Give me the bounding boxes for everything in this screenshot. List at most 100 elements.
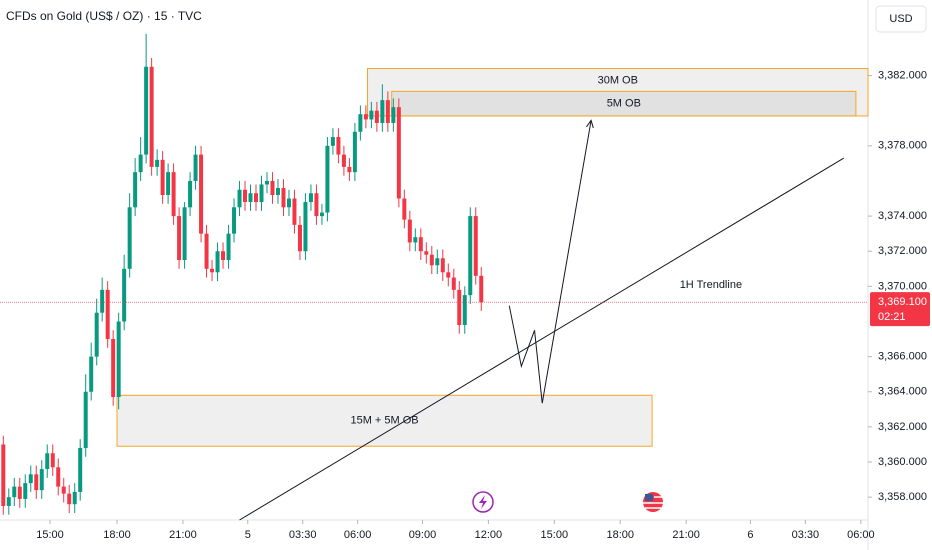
candle-body	[369, 110, 374, 120]
candle-body	[199, 154, 204, 234]
candle-body	[171, 172, 176, 217]
trendline	[239, 157, 845, 521]
candle-body	[6, 497, 11, 506]
currency-button[interactable]	[875, 5, 927, 33]
candle-body	[23, 483, 28, 499]
projection-path	[508, 120, 592, 404]
candle-body	[308, 193, 313, 203]
x-tick-label: 6	[747, 529, 753, 541]
title-backdrop	[0, 0, 280, 34]
event-icons	[472, 491, 663, 513]
candle-body	[468, 216, 473, 296]
candle-body	[270, 180, 275, 195]
x-tick-label: 18:00	[606, 529, 634, 541]
candle-body	[297, 224, 302, 252]
candle-body	[303, 202, 308, 252]
countdown-label: 02:21	[878, 311, 906, 323]
y-tick-label: 3,372.000	[878, 245, 927, 257]
x-tick-label: 21:00	[169, 529, 197, 541]
candle-body	[341, 154, 346, 167]
candle-body	[347, 166, 352, 173]
candle-body	[39, 469, 44, 491]
candle-body	[275, 187, 280, 195]
candle-body	[34, 474, 39, 491]
candle-body	[133, 172, 138, 208]
candle-body	[166, 172, 171, 195]
candle-body	[429, 254, 434, 266]
arrow-head	[586, 119, 594, 129]
zone-label: 15M + 5M OB	[350, 415, 418, 427]
x-tick-label: 03:30	[792, 529, 820, 541]
candle-body	[122, 268, 127, 322]
x-tick-label: 09:00	[409, 529, 437, 541]
candle-body	[336, 137, 341, 155]
candle-body	[67, 493, 72, 505]
candle-body	[215, 251, 220, 273]
candle-body	[352, 131, 357, 173]
candle-body	[286, 198, 291, 208]
candle-body	[105, 289, 110, 340]
candle-body	[12, 486, 17, 498]
candle-body	[319, 212, 324, 217]
candle-body	[221, 251, 226, 260]
candle-body	[446, 272, 451, 278]
x-tick-label: 21:00	[672, 529, 700, 541]
y-tick-label: 3,382.000	[878, 69, 927, 81]
candle-body	[89, 356, 94, 392]
candle-body	[116, 321, 121, 398]
y-tick-label: 3,366.000	[878, 351, 927, 363]
chart-title: CFDs on Gold (US$ / OZ) · 15 · TVC	[6, 9, 202, 23]
candle-body	[407, 219, 412, 243]
candle-body	[473, 216, 478, 276]
candle-body	[232, 207, 237, 234]
candle-body	[413, 237, 418, 243]
candle-body	[204, 233, 209, 269]
zone-label: 30M OB	[598, 74, 638, 86]
currency: USD	[889, 13, 912, 25]
candle-body	[127, 207, 132, 269]
x-tick-label: 03:30	[289, 529, 317, 541]
candle-body	[424, 251, 429, 255]
candle-body	[374, 110, 379, 123]
x-tick-label: 15:00	[541, 529, 569, 541]
candle-body	[177, 216, 182, 260]
candle-body	[226, 233, 231, 260]
candle-body	[17, 486, 22, 499]
candle-body	[292, 198, 297, 225]
order-block-zone	[391, 90, 857, 117]
candle-body	[56, 467, 61, 487]
candle-body	[440, 258, 445, 273]
plot: 3,382.000 3,378.000 3,374.000 3,372.000 3,37…	[0, 31, 927, 541]
candle-body	[182, 207, 187, 260]
candle-body	[237, 189, 242, 208]
last-price-label: 3,369.100	[878, 296, 927, 308]
candle-body	[45, 453, 50, 470]
zone-label: 5M OB	[607, 98, 641, 110]
candle-body	[385, 100, 390, 123]
x-tick-label: 06:00	[847, 529, 875, 541]
candle-body	[479, 275, 484, 303]
candle-body	[396, 107, 401, 199]
candle-body	[50, 453, 55, 468]
lightning-icon	[479, 495, 487, 509]
candle-body	[28, 474, 33, 484]
candle-body	[243, 189, 248, 203]
candle-body	[138, 154, 143, 173]
x-tick-label: 06:00	[344, 529, 372, 541]
order-block-zone	[116, 394, 653, 447]
x-tick-label: 15:00	[36, 529, 64, 541]
candle-body	[418, 237, 423, 252]
candle-body	[188, 180, 193, 208]
candle-body	[457, 289, 462, 325]
candle-body	[111, 339, 116, 398]
candle-body	[358, 114, 363, 132]
candle-body	[61, 486, 66, 494]
candle-body	[72, 491, 77, 505]
candle-body	[264, 180, 269, 185]
candle-body	[94, 312, 99, 357]
x-tick-label: 5	[245, 529, 251, 541]
candle-body	[391, 107, 396, 123]
candle-body	[281, 187, 286, 208]
